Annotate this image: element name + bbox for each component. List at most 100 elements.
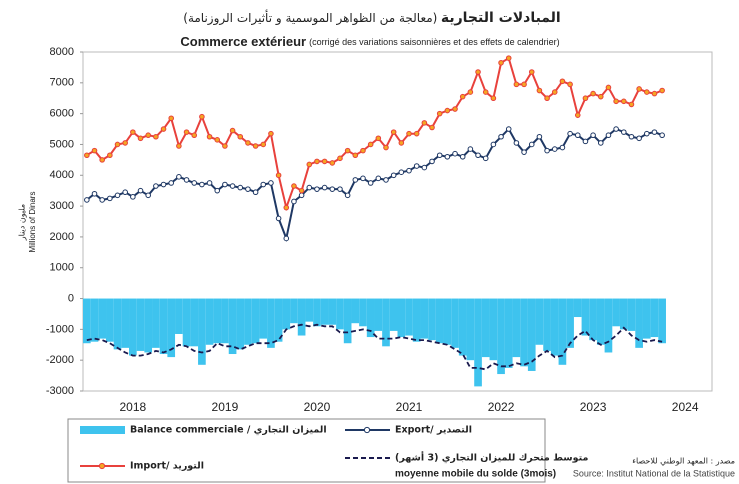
series-line [86, 56, 663, 212]
series-marker [605, 84, 612, 91]
series-marker [597, 93, 604, 100]
bar [504, 298, 513, 368]
series-marker [237, 184, 244, 191]
bar [205, 298, 214, 345]
series-marker [130, 129, 136, 135]
series-marker [375, 175, 382, 182]
series-marker [475, 152, 481, 159]
series-marker [283, 235, 290, 242]
bar [451, 298, 459, 348]
series-marker [176, 143, 182, 149]
series-marker [360, 147, 366, 154]
series-marker [390, 172, 397, 179]
bar [136, 298, 145, 351]
y-tick-label: 2000 [50, 231, 74, 243]
bar [428, 298, 436, 341]
series-marker [505, 55, 512, 61]
bar [512, 298, 521, 358]
x-tick-label: 2024 [672, 400, 699, 414]
series-marker [245, 186, 251, 192]
bar [236, 298, 245, 350]
bar [619, 298, 628, 330]
series-marker [536, 87, 543, 94]
y-tick-label: 8000 [50, 46, 74, 58]
source: Source: Institut National de la Statisti… [573, 468, 735, 478]
series-marker [229, 183, 236, 189]
series-marker [91, 190, 98, 197]
y-tick-label: 6000 [50, 108, 74, 120]
series-marker [444, 153, 451, 160]
series-marker [659, 132, 665, 139]
legend-box [67, 418, 546, 483]
series-marker [260, 141, 267, 148]
bar [98, 298, 107, 339]
legend-marker [98, 462, 106, 470]
series-marker [513, 81, 520, 88]
series-marker [528, 69, 535, 75]
bar [167, 298, 176, 358]
series-marker [260, 181, 267, 188]
bar [458, 298, 467, 356]
series-marker [559, 144, 566, 151]
bar [474, 298, 482, 387]
series-marker [551, 89, 558, 95]
legend-label: moyenne mobile du solde (3mois) [395, 469, 556, 480]
series-marker [597, 140, 604, 146]
legend-label: Balance commerciale / الميزان التجاري [130, 425, 327, 436]
series-marker [344, 147, 351, 154]
series-marker [574, 112, 581, 118]
series-marker [590, 132, 596, 139]
series-marker [160, 181, 167, 188]
bar [198, 298, 206, 365]
bar [543, 298, 551, 351]
title-bold: المبادلات التجارية [441, 10, 561, 26]
series-marker [390, 129, 397, 135]
bar [228, 298, 237, 355]
series-marker [137, 135, 144, 142]
series-marker [513, 140, 520, 146]
series-marker [613, 98, 619, 105]
series-marker [605, 132, 612, 139]
series-marker [344, 192, 351, 199]
lines [86, 56, 663, 371]
series-marker [467, 146, 474, 152]
series-marker [398, 140, 405, 146]
bar [274, 298, 283, 342]
series-marker [176, 174, 182, 180]
series-marker [620, 98, 627, 105]
bar [213, 298, 222, 344]
series-marker [298, 192, 305, 199]
bar [129, 298, 137, 356]
bar [604, 298, 613, 353]
bar [489, 298, 498, 361]
series-marker [275, 172, 282, 179]
series-marker [191, 180, 198, 186]
bar [374, 298, 383, 331]
series-marker [636, 135, 642, 142]
series-marker [544, 147, 550, 154]
series-marker [337, 155, 343, 162]
series-marker [498, 59, 504, 66]
series-marker [283, 204, 290, 211]
bar [558, 298, 567, 365]
series-line [86, 323, 663, 371]
bar [589, 298, 597, 341]
series-marker [551, 146, 558, 152]
series-marker [222, 143, 228, 149]
bar [305, 298, 314, 322]
series-marker [291, 183, 297, 189]
series-marker [329, 160, 336, 166]
y-tick-label: -1000 [46, 323, 74, 335]
bar [244, 298, 252, 345]
series-marker [168, 180, 175, 186]
series-marker [383, 144, 389, 151]
bar [650, 298, 659, 338]
bar [497, 298, 505, 375]
series-marker [643, 130, 650, 137]
bar [658, 298, 666, 344]
series-marker [252, 189, 259, 196]
bar [612, 298, 620, 327]
x-tick-label: 2018 [120, 400, 147, 414]
bar [366, 298, 375, 338]
markers [84, 55, 665, 242]
